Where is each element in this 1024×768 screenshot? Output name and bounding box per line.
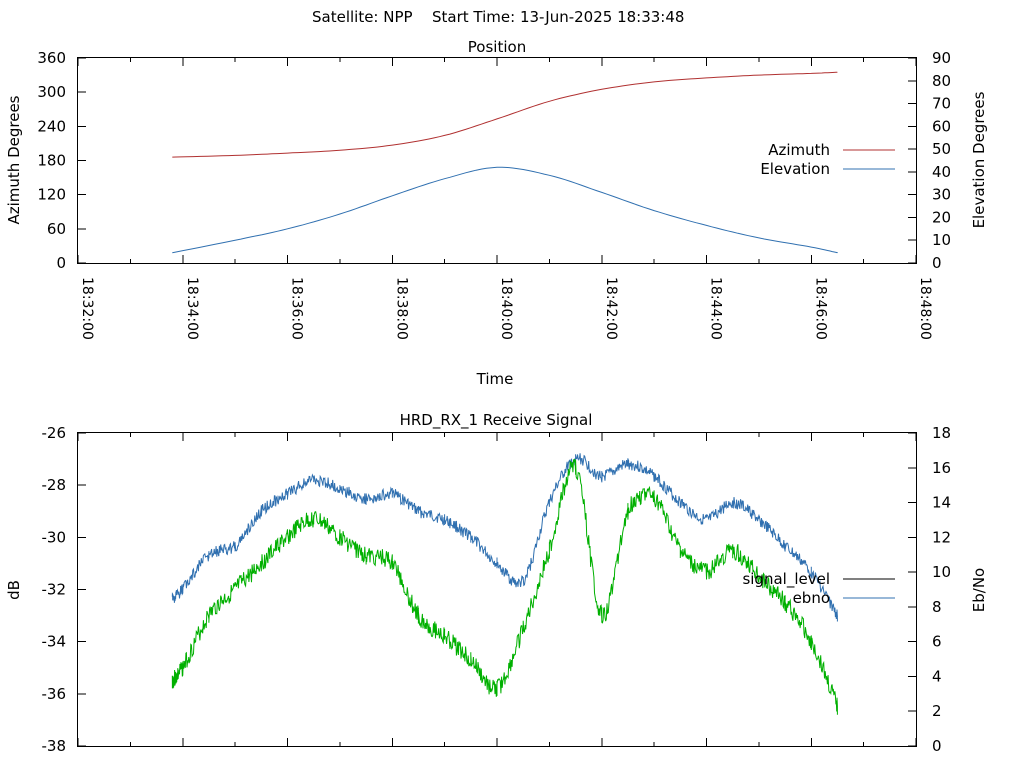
start-time-label: Start Time: 13-Jun-2025 18:33:48 bbox=[432, 8, 684, 26]
signal-y2-axis-label: Eb/No bbox=[970, 568, 988, 612]
y2-tick-label: 6 bbox=[932, 633, 942, 651]
y-tick-label: 60 bbox=[47, 220, 66, 238]
y2-tick-label: 18 bbox=[932, 424, 951, 442]
y2-tick-label: 20 bbox=[932, 208, 951, 226]
series-line-Elevation bbox=[172, 166, 838, 254]
series-line-Azimuth bbox=[172, 71, 838, 158]
position-y-axis-label: Azimuth Degrees bbox=[5, 95, 23, 224]
y-tick-label: -28 bbox=[42, 476, 67, 494]
y2-tick-label: 0 bbox=[932, 737, 942, 755]
x-tick-label: 18:34:00 bbox=[184, 277, 200, 340]
series-line-ebno-db bbox=[171, 459, 838, 715]
legend-label: signal_level bbox=[742, 570, 830, 589]
y2-tick-label: 60 bbox=[932, 117, 951, 135]
y-tick-label: -30 bbox=[42, 528, 67, 546]
y2-tick-label: 80 bbox=[932, 72, 951, 90]
y-tick-label: -36 bbox=[42, 685, 67, 703]
y2-tick-label: 2 bbox=[932, 702, 942, 720]
y2-tick-label: 10 bbox=[932, 231, 951, 249]
signal-y-axis-label: dB bbox=[5, 580, 23, 600]
legend-label: Elevation bbox=[760, 160, 830, 178]
satellite-label: Satellite: NPP bbox=[312, 8, 413, 26]
signal-plot-frame bbox=[77, 432, 917, 747]
x-tick-label: 18:46:00 bbox=[812, 277, 828, 340]
x-tick-label: 18:36:00 bbox=[289, 277, 305, 340]
y2-tick-label: 0 bbox=[932, 254, 942, 272]
y2-tick-label: 50 bbox=[932, 140, 951, 158]
position-title: Position bbox=[468, 38, 526, 56]
x-tick-label: 18:40:00 bbox=[498, 277, 514, 340]
position-x-axis-label: Time bbox=[476, 370, 514, 388]
y-tick-label: -38 bbox=[42, 737, 67, 755]
y-tick-label: 240 bbox=[37, 117, 66, 135]
signal-title: HRD_RX_1 Receive Signal bbox=[400, 411, 593, 430]
y2-tick-label: 12 bbox=[932, 528, 951, 546]
y-tick-label: 180 bbox=[37, 152, 66, 170]
x-tick-label: 18:32:00 bbox=[79, 277, 95, 340]
legend-label: ebno bbox=[793, 589, 830, 607]
y2-tick-label: 40 bbox=[932, 163, 951, 181]
y2-tick-label: 14 bbox=[932, 494, 951, 512]
signal-panel: HRD_RX_1 Receive Signal -38 -36 -34 -32 -30 -… bbox=[5, 411, 988, 755]
y2-tick-label: 4 bbox=[932, 667, 942, 685]
y-tick-label: 120 bbox=[37, 186, 66, 204]
y-tick-label: -32 bbox=[42, 581, 67, 599]
legend-label: Azimuth bbox=[768, 141, 830, 159]
x-tick-label: 18:48:00 bbox=[917, 277, 933, 340]
position-panel: Position 18:32:00 18:34:00 18:36:00 18:38:0… bbox=[5, 38, 988, 388]
y-tick-label: 360 bbox=[37, 49, 66, 67]
y-tick-label: -26 bbox=[42, 424, 67, 442]
y2-tick-label: 10 bbox=[932, 563, 951, 581]
y2-tick-label: 70 bbox=[932, 95, 951, 113]
position-y2-axis-label: Elevation Degrees bbox=[970, 91, 988, 228]
y2-tick-label: 8 bbox=[932, 598, 942, 616]
x-tick-label: 18:44:00 bbox=[708, 277, 724, 340]
x-tick-label: 18:42:00 bbox=[603, 277, 619, 340]
series-line-ebno bbox=[171, 453, 838, 622]
x-tick-label: 18:38:00 bbox=[393, 277, 409, 340]
y-tick-label: -34 bbox=[42, 633, 67, 651]
y-tick-label: 300 bbox=[37, 83, 66, 101]
position-plot-frame bbox=[77, 57, 917, 264]
y-tick-label: 0 bbox=[56, 254, 66, 272]
y2-tick-label: 16 bbox=[932, 459, 951, 477]
y2-tick-label: 90 bbox=[932, 49, 951, 67]
y2-tick-label: 30 bbox=[932, 186, 951, 204]
